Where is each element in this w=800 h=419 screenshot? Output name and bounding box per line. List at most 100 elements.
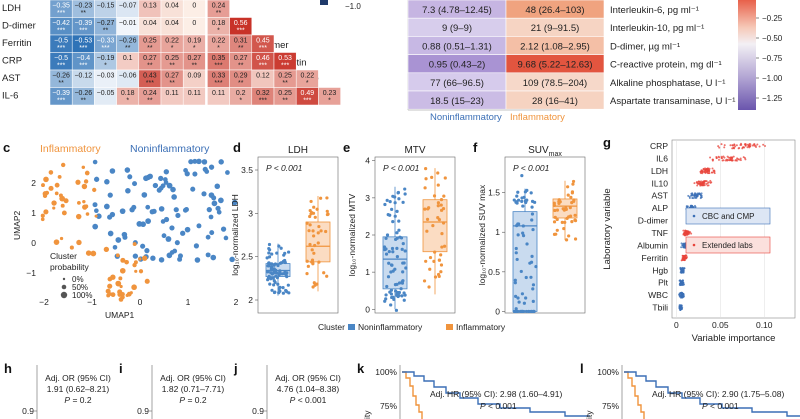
vimp-point: [682, 229, 685, 232]
box-point: [287, 250, 291, 254]
lab-table-colorbar: −0.25 −0.50 −0.75 −1.00 −1.25: [738, 0, 783, 110]
corr-cell-value: −0.26: [52, 73, 70, 80]
umap-point-inflammatory: [40, 217, 45, 222]
vimp-point: [737, 158, 740, 161]
corr-cell-value: 0.25: [278, 90, 292, 97]
box-point: [531, 283, 536, 287]
umap-point-noninflammatory: [172, 248, 178, 254]
umap-point-noninflammatory: [141, 192, 148, 198]
corr-cell-stars: ***: [281, 63, 289, 70]
box-point: [530, 205, 534, 209]
vimp-point: [731, 144, 734, 147]
box-point: [272, 279, 276, 283]
colorbar-tick: −0.50: [762, 34, 783, 43]
box-point: [514, 294, 518, 299]
vimp-xtick: 0: [674, 320, 679, 330]
box-point: [568, 206, 572, 210]
umap-point-inflammatory: [81, 165, 86, 170]
vimp-point: [723, 146, 726, 149]
corr-cell-value: −0.39: [74, 20, 92, 27]
corr-cell-stars: *: [104, 63, 107, 70]
vimp-point: [693, 192, 696, 195]
box-point: [277, 244, 281, 248]
umap-point-noninflammatory: [208, 164, 215, 170]
box-panel-ylabel: log₁₀-normalized MTV: [347, 193, 357, 276]
vimp-point: [718, 146, 721, 149]
umap-point-noninflammatory: [121, 231, 128, 238]
box-point: [522, 301, 526, 305]
vimp-point: [678, 304, 681, 307]
panel-letter-h: h: [4, 361, 12, 376]
corr-cell-stars: **: [169, 80, 175, 87]
corr-cell-stars: ***: [214, 80, 222, 87]
corr-cell-stars: *: [171, 45, 174, 52]
umap-point-inflammatory: [76, 239, 82, 246]
table-value-inflammatory: 48 (26.4–103): [525, 5, 584, 16]
corr-cell-stars: *: [217, 28, 220, 35]
umap-point-noninflammatory: [151, 208, 157, 214]
vimp-point: [743, 143, 746, 146]
box-point: [513, 278, 517, 282]
corr-row-label: IL-6: [2, 91, 18, 102]
umap-point-noninflammatory: [109, 168, 116, 174]
umap-legend-100: 100%: [72, 291, 92, 300]
box-point: [523, 190, 528, 194]
umap-point-noninflammatory: [174, 240, 180, 246]
box-point: [513, 281, 517, 285]
vimp-point: [683, 267, 686, 270]
cluster-legend: Cluster Noninflammatory Inflammatory: [318, 322, 506, 332]
umap-point-inflammatory: [110, 292, 116, 298]
box-point: [310, 210, 314, 215]
corr-cell-stars: **: [282, 98, 288, 105]
box-point: [389, 263, 394, 267]
box-point: [401, 279, 405, 283]
vimp-point: [715, 156, 718, 159]
box-point: [281, 286, 285, 290]
umap-point-noninflammatory: [125, 188, 131, 194]
table-row-label: Aspartate transaminase, U l⁻¹: [610, 96, 735, 107]
corr-cell-value: 0.2: [236, 90, 246, 97]
vimp-point: [679, 266, 682, 269]
box-point: [531, 227, 535, 232]
km-annotation: P < 0.001: [702, 401, 739, 411]
umap-point-inflammatory: [85, 250, 92, 256]
corr-cell-stars: **: [81, 98, 87, 105]
vimp-point: [764, 145, 767, 148]
forest-ytick: 0.9: [22, 406, 34, 416]
box-point: [512, 198, 516, 202]
umap-plot: Inflammatory Noninflammatory UMAP1 UMAP2…: [12, 143, 239, 320]
corr-cell-value: 0.22: [212, 38, 226, 45]
box-point: [514, 246, 518, 251]
table-row-label: D-dimer, µg ml⁻¹: [610, 41, 680, 52]
umap-point-noninflammatory: [196, 223, 202, 229]
box-point: [519, 309, 523, 314]
corr-cell-value: −0.26: [74, 90, 92, 97]
box-point: [516, 233, 520, 237]
box-point: [271, 276, 275, 280]
umap-point-noninflammatory: [140, 243, 146, 249]
umap-point-noninflammatory: [132, 181, 138, 187]
corr-cell-value: 0.24: [143, 90, 157, 97]
vimp-point: [681, 282, 684, 285]
umap-point-inflammatory: [84, 170, 90, 176]
box-point: [436, 201, 441, 205]
umap-point-inflammatory: [134, 269, 138, 273]
corr-cell-value: −0.03: [97, 73, 115, 80]
umap-point-inflammatory: [61, 210, 67, 216]
umap-point-noninflammatory: [92, 223, 99, 230]
box-point: [525, 242, 529, 246]
corr-cell-stars: ***: [57, 45, 65, 52]
vimp-point: [680, 307, 683, 310]
box-point: [522, 195, 526, 199]
box-point: [281, 291, 285, 295]
box-point: [308, 223, 312, 227]
box-point: [403, 192, 407, 196]
umap-point-inflammatory: [43, 176, 49, 183]
box-point: [393, 214, 397, 218]
corr-cell-value: 0.04: [165, 20, 179, 27]
box-panel-ylabel: log₁₀-normalized SUV max: [477, 184, 487, 285]
box-point: [401, 270, 405, 274]
corr-cell-value: 0.13: [143, 3, 157, 10]
table-col-inflammatory: Inflammatory: [510, 112, 565, 123]
box-point: [522, 309, 526, 314]
